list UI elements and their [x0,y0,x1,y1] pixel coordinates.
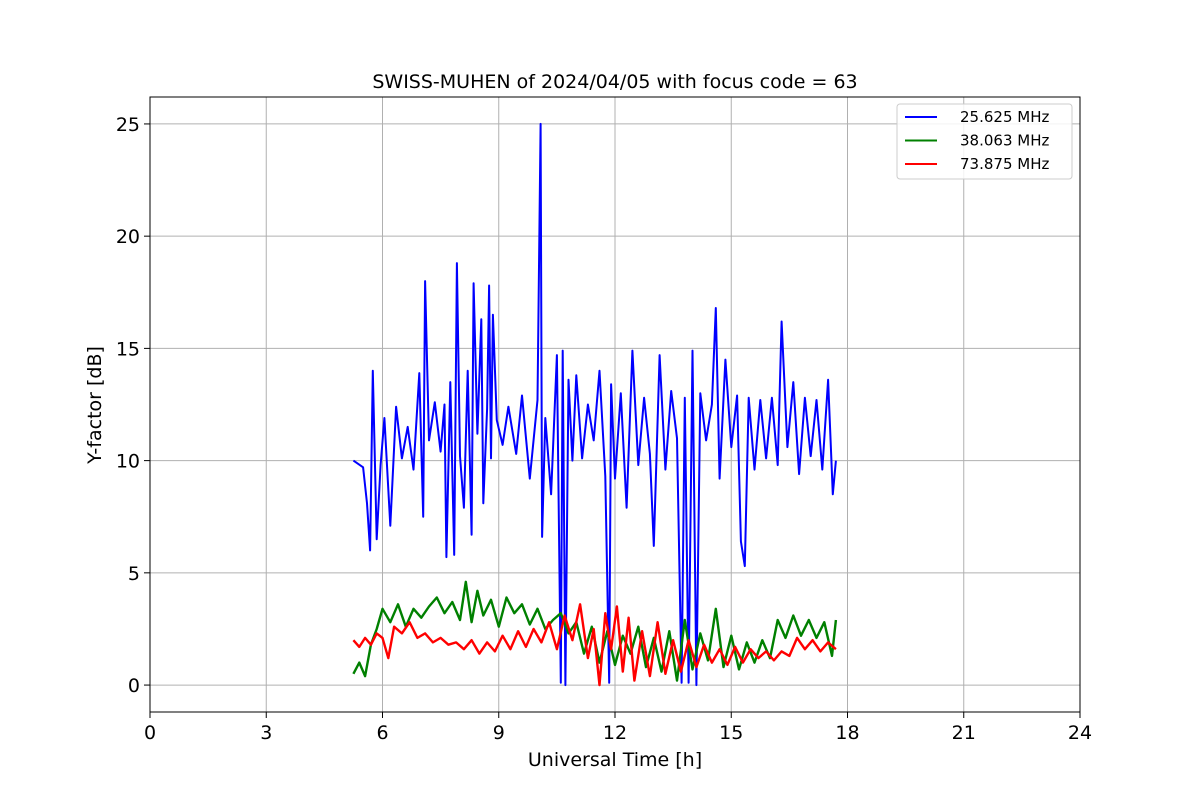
grid [149,97,1081,712]
x-tick-label: 24 [1068,722,1092,744]
y-tick-label: 25 [116,114,140,136]
x-axis: 0 3 6 9 12 15 18 21 24 [144,712,1092,744]
legend: 25.625 MHz 38.063 MHz 73.875 MHz [896,103,1073,180]
x-axis-label: Universal Time [h] [528,749,702,771]
x-tick-label: 18 [835,722,859,744]
x-tick-label: 12 [603,722,627,744]
legend-label: 38.063 MHz [960,132,1049,150]
y-axis: 0 5 10 15 20 25 [116,114,150,697]
plot-series [352,122,838,687]
x-tick-label: 15 [719,722,743,744]
y-axis-label: Y-factor [dB] [84,346,106,465]
legend-label: 25.625 MHz [960,108,1049,126]
x-tick-label: 0 [144,722,156,744]
x-tick-label: 9 [493,722,505,744]
series-line-25-625-mhz [352,122,837,687]
legend-box [896,103,1073,180]
y-tick-label: 20 [116,226,140,248]
y-tick-label: 10 [116,451,140,473]
y-tick-label: 0 [128,675,140,697]
y-tick-label: 5 [128,563,140,585]
series-line-73-875-mhz [352,603,837,687]
x-tick-label: 3 [260,722,272,744]
legend-label: 73.875 MHz [960,155,1049,173]
x-tick-label: 21 [952,722,976,744]
chart-title: SWISS-MUHEN of 2024/04/05 with focus cod… [372,71,857,93]
y-tick-label: 15 [116,338,140,360]
x-tick-label: 6 [376,722,388,744]
series-line-38-063-mhz [352,580,838,682]
